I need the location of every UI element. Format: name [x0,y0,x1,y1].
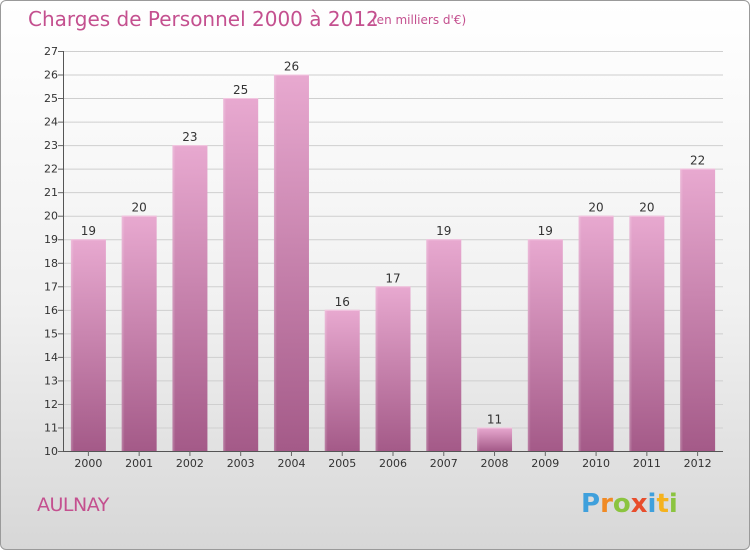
value-label: 23 [182,130,197,144]
bar-highlight-2000 [70,239,74,451]
y-tick-label: 19 [44,233,58,246]
y-tick-label: 16 [44,304,58,317]
axes: 10 11 12 13 14 15 16 17 18 19 20 21 22 23 24 25 26 27 2000… [44,45,723,470]
value-label: 26 [284,60,299,74]
bar-2003 [223,98,259,451]
bar-highlight-2005 [324,309,328,451]
y-tick-label: 17 [44,280,58,293]
bar-2004 [273,74,309,451]
y-tick-label: 11 [44,421,58,434]
bar-highlight-2010 [578,215,582,451]
y-tick-label: 23 [44,139,58,152]
y-tick-label: 12 [44,398,58,411]
chart-title: Charges de Personnel 2000 à 2012 [28,7,379,31]
value-label: 25 [233,83,248,97]
proxiti-logo[interactable]: Proxiti [581,489,678,519]
value-label: 17 [385,271,400,285]
bar-highlight-2009 [527,239,531,451]
value-label: 20 [588,201,603,215]
bar-highlight-2004 [273,74,277,451]
bar-2000 [70,239,106,451]
y-tick-label: 20 [44,210,58,223]
y-tick-label: 15 [44,327,58,340]
value-label: 19 [81,224,96,238]
y-tick-label: 14 [44,351,58,364]
y-tick-label: 10 [44,445,58,458]
bar-2008 [477,427,513,451]
y-tick-label: 18 [44,257,58,270]
x-tick-label: 2007 [430,457,458,470]
x-tick-label: 2000 [74,457,102,470]
bar-highlight-2011 [629,215,633,451]
bar-2009 [527,239,563,451]
y-tick-label: 21 [44,186,58,199]
bar-2012 [680,168,716,451]
town-name: AULNAY [37,494,109,516]
bar-highlight-2008 [477,427,481,451]
y-tick-label: 25 [44,92,58,105]
y-tick-label: 13 [44,374,58,387]
bar-2005 [324,309,360,451]
value-label: 11 [487,412,502,426]
x-tick-label: 2010 [582,457,610,470]
x-tick-label: 2004 [277,457,305,470]
x-tick-label: 2011 [633,457,661,470]
x-tick-label: 2003 [227,457,255,470]
y-tick-label: 22 [44,163,58,176]
y-tick-label: 26 [44,69,58,82]
y-tick-label: 24 [44,116,58,129]
value-label: 20 [639,201,654,215]
bar-2007 [426,239,462,451]
bar-highlight-2006 [375,286,379,451]
x-tick-label: 2002 [176,457,204,470]
bar-highlight-2003 [223,98,227,451]
bar-2001 [121,215,157,451]
chart-subtitle: (en milliers d'€) [372,13,467,27]
value-label: 16 [335,295,350,309]
x-tick-label: 2009 [531,457,559,470]
x-tick-label: 2008 [481,457,509,470]
x-tick-label: 2012 [684,457,712,470]
bar-2002 [172,145,208,451]
value-labels: 19 20 23 25 26 16 17 19 11 19 20 20 22 [81,60,706,427]
bar-2011 [629,215,665,451]
bar-2006 [375,286,411,451]
x-tick-label: 2005 [328,457,356,470]
x-tick-label: 2001 [125,457,153,470]
bar-2010 [578,215,614,451]
bars [70,74,716,451]
value-label: 20 [132,201,147,215]
bar-highlight-2007 [426,239,430,451]
bar-highlight-2002 [172,145,176,451]
value-label: 19 [538,224,553,238]
y-tick-label: 27 [44,45,58,58]
bar-highlight-2012 [680,168,684,451]
bar-highlight-2001 [121,215,125,451]
x-tick-label: 2006 [379,457,407,470]
value-label: 22 [690,154,705,168]
value-label: 19 [436,224,451,238]
